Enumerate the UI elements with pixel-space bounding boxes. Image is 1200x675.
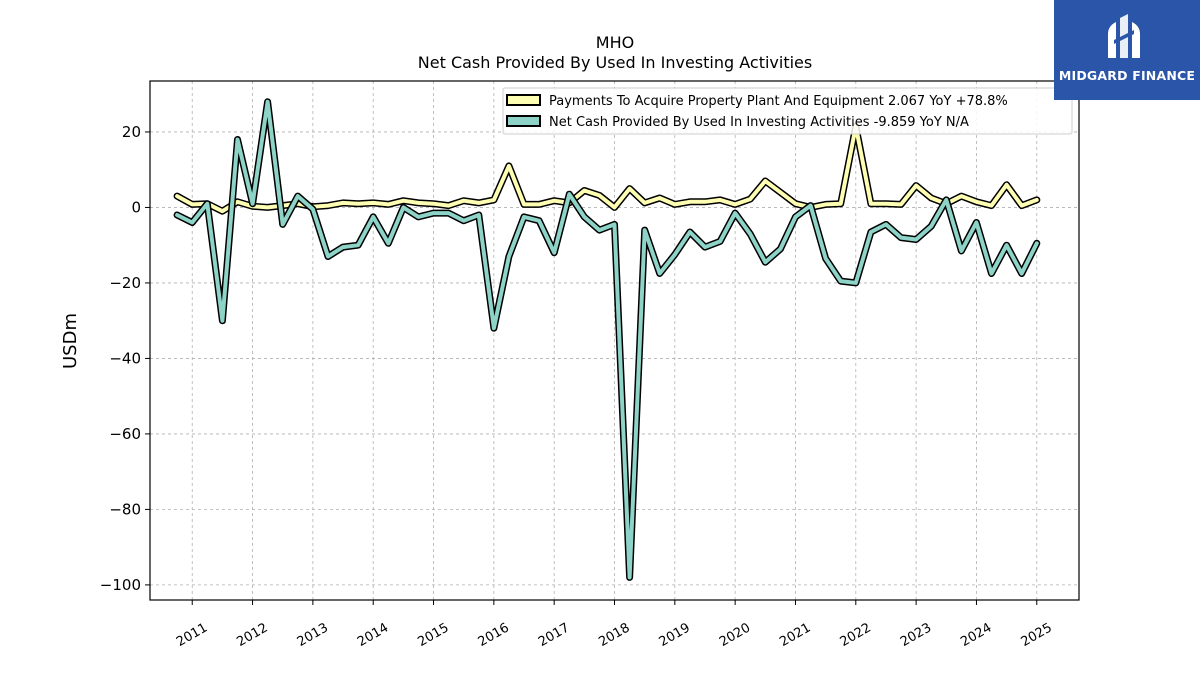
x-tick-label: 2015 xyxy=(415,620,451,650)
y-tick-label: 20 xyxy=(122,123,141,141)
y-axis-label: USDm xyxy=(60,313,81,369)
legend-label: Payments To Acquire Property Plant And E… xyxy=(549,94,1008,109)
legend-label: Net Cash Provided By Used In Investing A… xyxy=(549,115,969,130)
x-tick-label: 2011 xyxy=(174,620,210,650)
chart-subtitle: Net Cash Provided By Used In Investing A… xyxy=(418,53,812,72)
y-axis: 20 0 −20 −40 −60 −80 −100 xyxy=(100,123,150,594)
series-2 xyxy=(173,98,1041,581)
x-tick-label: 2012 xyxy=(234,620,270,650)
x-tick-label: 2018 xyxy=(596,620,632,650)
series-layer xyxy=(173,98,1041,581)
y-tick-label: 0 xyxy=(131,198,141,216)
y-tick-label: −20 xyxy=(109,274,141,292)
x-tick-label: 2016 xyxy=(476,620,512,650)
series-2-line xyxy=(175,99,1039,580)
x-tick-label: 2023 xyxy=(898,620,934,650)
x-tick-label: 2025 xyxy=(1019,620,1055,650)
chart-title: MHO xyxy=(596,33,634,52)
x-tick-label: 2017 xyxy=(536,620,572,650)
legend-swatch xyxy=(506,94,541,106)
y-tick-label: −80 xyxy=(109,500,141,518)
brand-mark-icon xyxy=(1108,14,1140,58)
brand-logo: MIDGARD FINANCE xyxy=(1054,0,1200,100)
series-1-line xyxy=(175,124,1039,214)
brand-name: MIDGARD FINANCE xyxy=(1058,68,1196,83)
x-tick-label: 2021 xyxy=(777,620,813,650)
y-tick-label: −40 xyxy=(109,349,141,367)
x-tick-label: 2022 xyxy=(838,620,874,650)
x-tick-label: 2013 xyxy=(295,620,331,650)
legend: Payments To Acquire Property Plant And E… xyxy=(502,87,1073,135)
legend-swatch xyxy=(506,115,541,127)
series-2-outline xyxy=(173,98,1041,581)
legend-item: Net Cash Provided By Used In Investing A… xyxy=(506,115,969,130)
x-tick-label: 2024 xyxy=(958,620,994,650)
legend-item: Payments To Acquire Property Plant And E… xyxy=(506,94,1008,109)
grid xyxy=(150,81,1079,600)
legend-box xyxy=(502,87,1073,135)
x-tick-label: 2020 xyxy=(717,620,753,650)
y-tick-label: −60 xyxy=(109,425,141,443)
series-1 xyxy=(173,122,1041,215)
x-tick-label: 2019 xyxy=(657,620,693,650)
x-axis: 2011 2012 2013 2014 2015 2016 2017 2018 2019 2020… xyxy=(174,600,1055,650)
y-tick-label: −100 xyxy=(100,576,141,594)
x-tick-label: 2014 xyxy=(355,620,391,650)
